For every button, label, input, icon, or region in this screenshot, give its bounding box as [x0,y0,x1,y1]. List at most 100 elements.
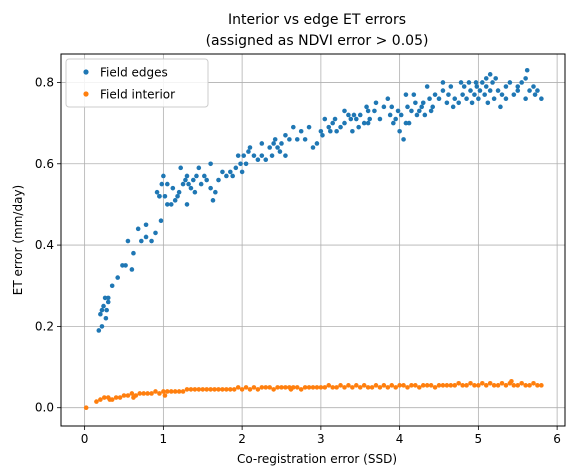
data-point [515,88,521,93]
x-tick-label: 4 [396,432,404,446]
data-point [464,96,469,102]
data-point [113,395,119,400]
data-point [473,80,479,85]
data-point [200,387,206,392]
data-point [131,395,136,400]
data-point [332,116,338,122]
data-point [485,100,491,106]
data-point [180,389,186,394]
data-point [306,124,312,130]
data-point [239,387,245,392]
data-point [320,133,325,138]
data-point [409,383,414,388]
data-point [398,112,404,118]
data-point [294,137,300,142]
data-point [180,181,186,187]
data-point [271,141,276,146]
data-point [326,124,332,130]
data-point [269,153,275,158]
data-point [314,385,320,390]
data-point [238,161,243,167]
data-point [377,385,383,390]
data-point [188,387,194,392]
data-point [351,112,357,118]
data-point [524,67,530,73]
data-point [310,145,316,150]
data-point [157,391,162,396]
data-point [531,84,536,89]
data-point [143,222,149,228]
data-point [188,185,194,191]
data-point [175,194,180,199]
data-point [499,92,505,97]
data-point [99,307,105,313]
data-point [196,165,202,171]
data-point [168,389,174,394]
data-point [417,108,422,114]
data-point [511,92,517,97]
data-point [230,173,235,179]
data-point [460,383,465,388]
data-point [208,161,213,167]
data-point [452,96,458,102]
chart-title: Interior vs edge ET errors [228,12,406,28]
y-tick-label: 0.4 [35,238,54,252]
data-point [314,141,320,146]
data-point [338,383,343,388]
data-point [176,389,182,394]
data-point [271,387,276,392]
data-point [328,128,333,134]
data-point [279,385,284,390]
data-point [216,387,221,392]
data-point [357,385,363,390]
data-point [503,96,509,102]
data-point [168,202,174,207]
data-point [213,189,218,195]
data-point [267,145,272,150]
data-point [235,153,241,158]
data-point [277,149,283,154]
data-point [495,88,501,93]
data-point [251,153,257,158]
data-point [377,116,383,122]
data-point [469,100,475,106]
data-point [239,169,245,175]
data-point [287,137,292,142]
data-point [338,124,343,130]
data-point [466,80,472,85]
data-point [246,149,251,154]
data-point [235,385,241,390]
axis-ticks: 0 1 2 3 4 5 6 0.0 0.2 0.4 0.6 0.8 [35,75,561,446]
data-point [241,153,246,158]
data-point [125,393,131,398]
data-point [365,385,371,390]
data-point [101,303,106,309]
y-axis-label: ET error (mm/day) [11,185,25,295]
data-point [531,381,536,386]
data-point [191,177,196,183]
data-point [389,383,395,388]
data-point [440,80,446,85]
data-point [539,383,544,388]
data-point [409,108,414,114]
data-point [468,88,473,93]
data-point [137,391,143,396]
data-point [515,383,521,388]
series-field-edges [96,67,544,333]
data-point [365,108,371,114]
data-point [192,189,198,195]
data-point [202,173,207,179]
data-point [102,395,107,400]
data-point [109,283,115,289]
data-point [153,389,158,394]
data-point [306,385,312,390]
data-point [183,177,188,183]
data-point [440,88,446,93]
data-point [125,238,131,244]
data-point [216,177,221,183]
data-point [361,120,367,126]
data-point [527,88,532,93]
data-point [476,383,481,388]
data-point [483,76,489,81]
